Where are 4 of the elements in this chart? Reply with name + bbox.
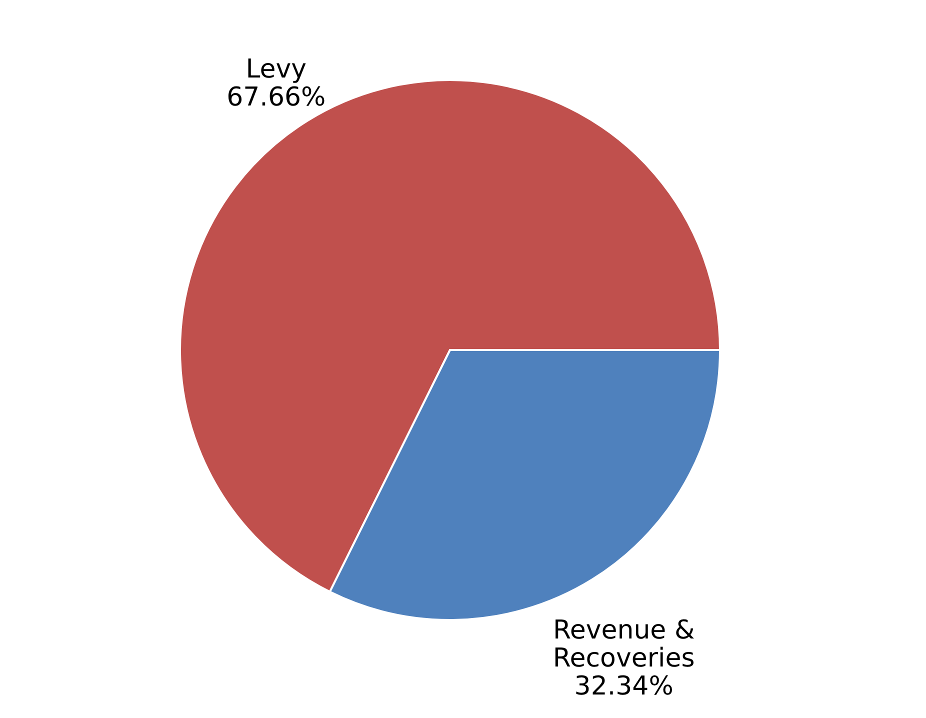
data-label: 67.66%: [226, 82, 326, 112]
slice-label: Revenue & Recoveries: [552, 616, 695, 674]
slice-label: Levy: [246, 54, 307, 84]
data-label: 32.34%: [574, 672, 674, 702]
